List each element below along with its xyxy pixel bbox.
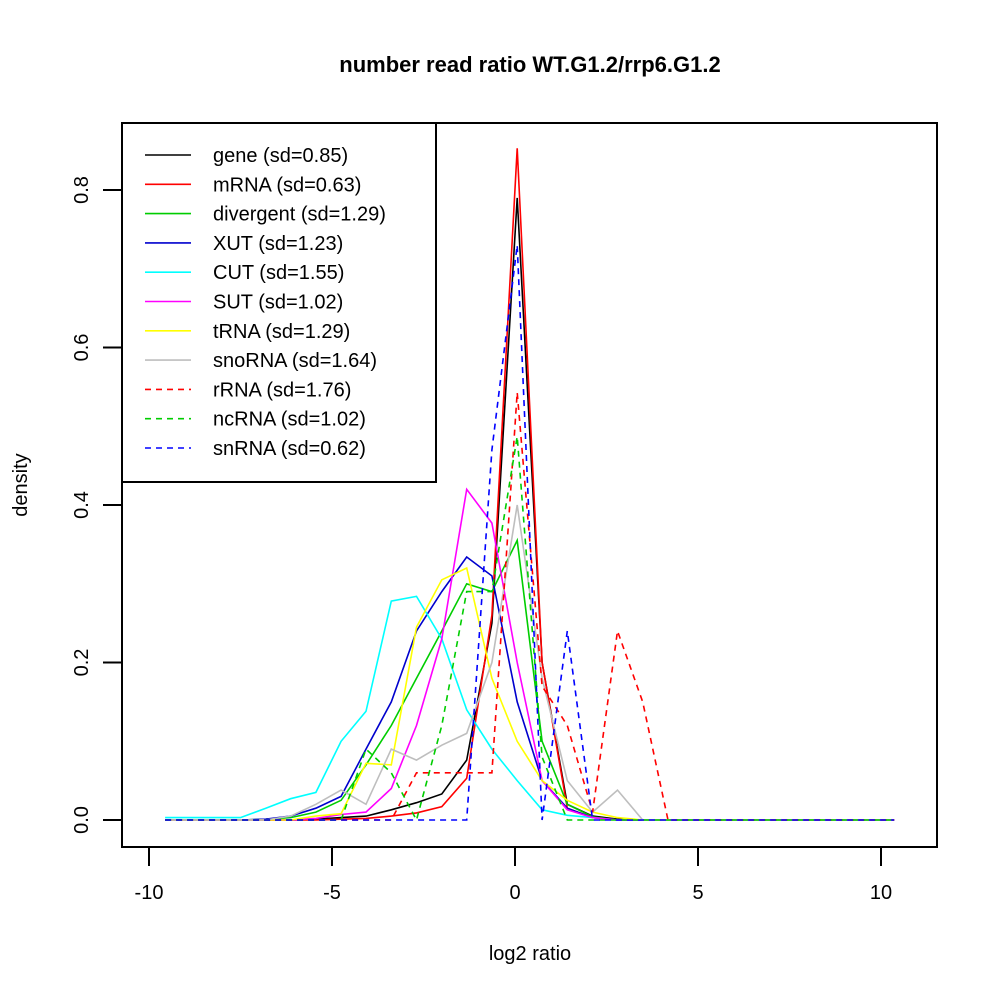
legend-label: CUT (sd=1.55) (213, 262, 344, 284)
series-line-9 (165, 436, 895, 823)
legend: gene (sd=0.85) mRNA (sd=0.63) divergent (s… (121, 122, 437, 483)
series-line-4 (165, 595, 895, 821)
y-tick-label: 0.6 (71, 334, 93, 362)
legend-label: ncRNA (sd=1.02) (213, 409, 366, 431)
series-line-7 (165, 504, 895, 821)
y-tick-label: 0.4 (71, 491, 93, 519)
legend-label: snRNA (sd=0.62) (213, 438, 366, 460)
chart-title: number read ratio WT.G1.2/rrp6.G1.2 (339, 52, 720, 77)
legend-label: SUT (sd=1.02) (213, 292, 343, 314)
legend-label: XUT (sd=1.23) (213, 233, 343, 255)
series-line-10 (165, 245, 895, 821)
legend-label: mRNA (sd=0.63) (213, 174, 361, 196)
series-layer (165, 148, 895, 823)
legend-label: rRNA (sd=1.76) (213, 379, 351, 401)
x-axis: -10 -5 0 5 10 (135, 846, 892, 904)
x-tick-label: 10 (870, 882, 892, 904)
legend-label: divergent (sd=1.29) (213, 204, 386, 226)
y-tick-label: 0.2 (71, 649, 93, 677)
x-tick-label: -5 (323, 882, 341, 904)
x-tick-label: -10 (135, 882, 164, 904)
y-axis: 0.0 0.2 0.4 0.6 0.8 (71, 176, 122, 834)
legend-box (121, 122, 437, 483)
x-tick-label: 5 (692, 882, 703, 904)
legend-label: tRNA (sd=1.29) (213, 321, 350, 343)
x-axis-label: log2 ratio (489, 943, 571, 965)
legend-label: snoRNA (sd=1.64) (213, 350, 377, 372)
legend-label: gene (sd=0.85) (213, 145, 348, 167)
y-tick-label: 0.8 (71, 176, 93, 204)
series-line-2 (165, 537, 895, 821)
x-tick-label: 0 (509, 882, 520, 904)
y-tick-label: 0.0 (71, 806, 93, 834)
y-axis-label: density (10, 453, 32, 516)
